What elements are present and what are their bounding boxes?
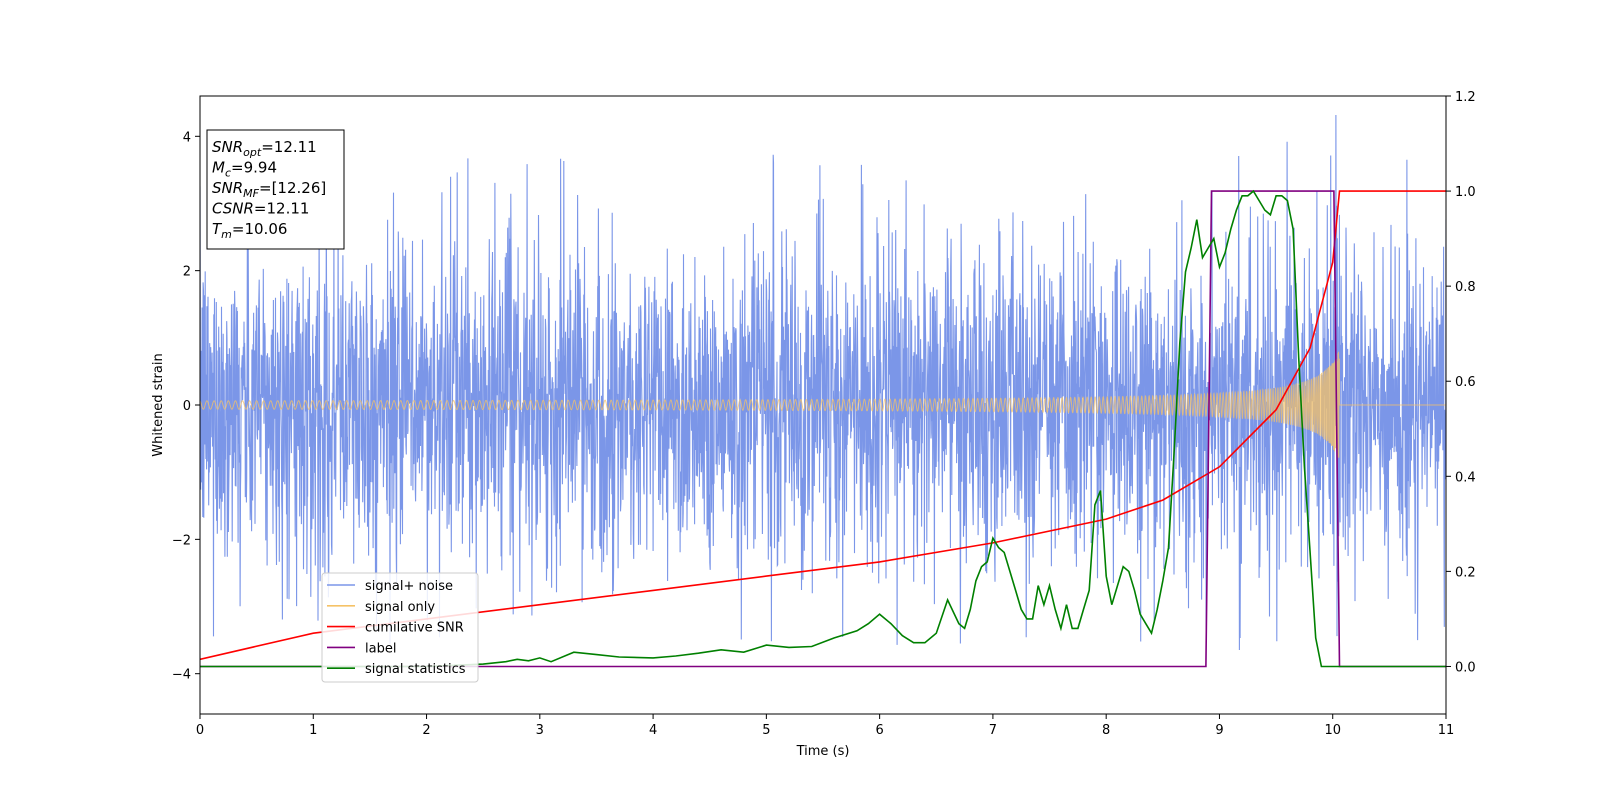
y-tick-label: 4: [183, 130, 191, 145]
y-axis-left: −4 −2 0 2 4: [172, 130, 200, 683]
info-box: SNRopt=12.11Mc=9.94SNRMF=[12.26]CSNR=12.…: [206, 129, 345, 250]
x-tick-label: 5: [762, 723, 770, 738]
y2-tick-label: 0.8: [1455, 280, 1476, 295]
legend-label: label: [365, 641, 396, 656]
y-tick-label: −4: [172, 668, 191, 683]
info-box-line: SNRMF=[12.26]: [212, 179, 326, 200]
info-box-frame: [206, 129, 345, 250]
y2-tick-label: 0.0: [1455, 660, 1476, 675]
x-tick-label: 3: [536, 723, 544, 738]
x-tick-label: 8: [1102, 723, 1110, 738]
x-tick-label: 9: [1215, 723, 1223, 738]
x-tick-label: 11: [1438, 723, 1455, 738]
y-axis-right: 0.0 0.2 0.4 0.6 0.8 1.0 1.2: [1446, 90, 1476, 675]
legend-label: signal only: [365, 600, 435, 615]
info-box-line: Mc=9.94: [212, 159, 277, 180]
y2-tick-label: 0.6: [1455, 375, 1476, 390]
series-signal-noise-line: [200, 114, 1446, 651]
series-layer: [200, 114, 1446, 668]
legend-label: signal statistics: [365, 662, 466, 677]
legend-label: cumilative SNR: [365, 621, 464, 636]
info-box-line: CSNR=12.11: [212, 200, 309, 218]
y2-tick-label: 1.2: [1455, 90, 1476, 105]
series-cumulative-snr-line: [200, 190, 1446, 661]
y2-tick-label: 1.0: [1455, 185, 1476, 200]
info-box-line: Tm=10.06: [212, 220, 287, 241]
x-tick-label: 2: [422, 723, 430, 738]
y2-tick-label: 0.2: [1455, 565, 1476, 580]
series-signal-statistics-line: [200, 189, 1446, 668]
x-axis: 0 1 2 3 4 5 6 7 8 9 10 11: [196, 714, 1454, 738]
x-tick-label: 0: [196, 723, 204, 738]
y-tick-label: 2: [183, 265, 191, 280]
x-tick-label: 10: [1324, 723, 1341, 738]
y2-tick-label: 0.4: [1455, 470, 1476, 485]
y-tick-label: −2: [172, 533, 191, 548]
x-tick-label: 1: [309, 723, 317, 738]
y-axis-label: Whitened strain: [151, 353, 166, 456]
x-tick-label: 4: [649, 723, 657, 738]
x-axis-label: Time (s): [796, 744, 850, 759]
y-tick-label: 0: [183, 399, 191, 414]
info-box-line: SNRopt=12.11: [212, 138, 317, 159]
x-tick-label: 7: [989, 723, 997, 738]
legend-frame: [321, 572, 479, 683]
legend: signal+ noise signal only cumilative SNR la…: [321, 572, 479, 683]
legend-label: signal+ noise: [365, 579, 453, 594]
x-tick-label: 6: [875, 723, 883, 738]
series-signal-only-line: [200, 351, 1446, 458]
